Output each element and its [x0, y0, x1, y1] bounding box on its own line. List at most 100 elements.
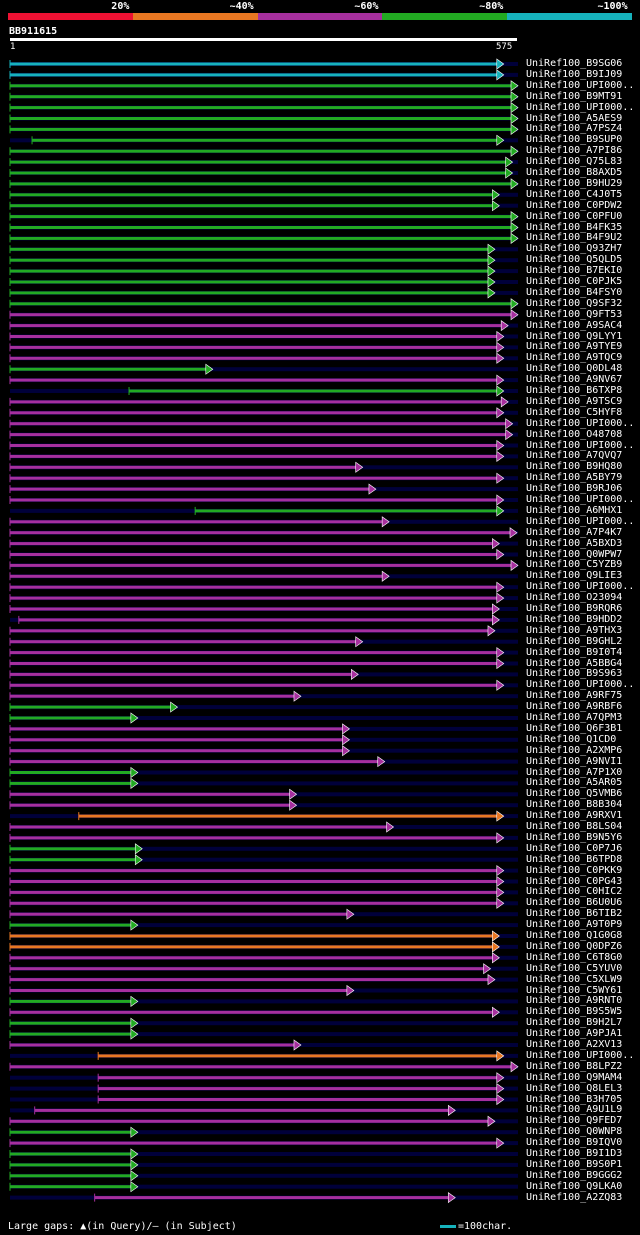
hit-label[interactable]: UniRef100_UPI000.. [526, 417, 635, 429]
hit-label[interactable]: UniRef100_B9GHL2 [526, 635, 623, 647]
hit-label[interactable]: UniRef100_B4FSY0 [526, 286, 623, 298]
hit-bar[interactable] [10, 781, 132, 785]
hit-label[interactable]: UniRef100_B8AXD5 [526, 167, 623, 178]
hit-label[interactable]: UniRef100_A9TSC9 [526, 395, 623, 407]
hit-label[interactable]: UniRef100_C4J0T5 [526, 188, 623, 200]
hit-label[interactable]: UniRef100_C5HYF8 [526, 406, 623, 418]
hit-bar[interactable] [10, 934, 494, 938]
hit-label[interactable]: UniRef100_Q1G0G8 [526, 930, 623, 941]
hit-bar[interactable] [10, 226, 512, 229]
hit-bar[interactable] [98, 1098, 498, 1101]
hit-label[interactable]: UniRef100_B9S0P1 [526, 1158, 623, 1170]
hit-bar[interactable] [10, 335, 498, 338]
hit-bar[interactable] [195, 509, 498, 513]
hit-label[interactable]: UniRef100_A5BXD3 [526, 537, 623, 549]
hit-label[interactable]: UniRef100_B7EKI0 [526, 265, 623, 277]
hit-bar[interactable] [10, 999, 132, 1003]
hit-label[interactable]: UniRef100_UPI000.. [526, 1049, 635, 1061]
hit-bar[interactable] [94, 1196, 450, 1200]
hit-label[interactable]: UniRef100_Q6F3B1 [526, 722, 623, 734]
hit-bar[interactable] [10, 258, 489, 262]
hit-label[interactable]: UniRef100_B9S5W5 [526, 1006, 623, 1018]
hit-label[interactable]: UniRef100_B9HDD2 [526, 613, 623, 625]
hit-label[interactable]: UniRef100_Q0WPW7 [526, 548, 623, 560]
hit-bar[interactable] [10, 880, 498, 883]
hit-bar[interactable] [10, 280, 489, 284]
hit-bar[interactable] [10, 84, 512, 88]
hit-label[interactable]: UniRef100_B3H705 [526, 1093, 623, 1105]
hit-label[interactable]: UniRef100_Q9LYY1 [526, 330, 623, 342]
hit-bar[interactable] [10, 95, 512, 99]
hit-label[interactable]: UniRef100_A9TQC9 [526, 352, 623, 364]
hit-bar[interactable] [10, 662, 498, 665]
hit-bar[interactable] [10, 106, 512, 110]
hit-bar[interactable] [10, 1152, 132, 1156]
hit-label[interactable]: UniRef100_A9TYE9 [526, 341, 623, 353]
hit-bar[interactable] [10, 738, 344, 742]
hit-label[interactable]: UniRef100_C5YUV0 [526, 962, 623, 974]
hit-label[interactable]: UniRef100_C0PFU0 [526, 210, 623, 222]
hit-label[interactable]: UniRef100_A7PSZ4 [526, 123, 623, 135]
hit-label[interactable]: UniRef100_Q9FT53 [526, 308, 623, 320]
hit-bar[interactable] [10, 825, 388, 829]
hit-bar[interactable] [32, 138, 498, 142]
hit-label[interactable]: UniRef100_C5WY61 [526, 984, 623, 996]
hit-bar[interactable] [10, 182, 512, 186]
hit-bar[interactable] [98, 1087, 498, 1091]
hit-label[interactable]: UniRef100_C0PDW2 [526, 199, 623, 211]
hit-label[interactable]: UniRef100_Q9LKA0 [526, 1180, 623, 1192]
hit-label[interactable]: UniRef100_Q0DL48 [526, 363, 623, 375]
hit-bar[interactable] [10, 204, 494, 208]
hit-bar[interactable] [10, 727, 344, 731]
hit-label[interactable]: UniRef100_A2XMP6 [526, 744, 623, 756]
hit-bar[interactable] [10, 596, 498, 600]
hit-label[interactable]: UniRef100_B8LPZ2 [526, 1060, 623, 1072]
hit-label[interactable]: UniRef100_Q1CD0 [526, 733, 617, 745]
hit-bar[interactable] [10, 956, 494, 960]
hit-label[interactable]: UniRef100_Q5VMB6 [526, 788, 623, 800]
hit-bar[interactable] [10, 454, 498, 458]
hit-bar[interactable] [10, 585, 498, 589]
hit-label[interactable]: UniRef100_Q9SF32 [526, 297, 623, 309]
hit-bar[interactable] [10, 672, 353, 676]
hit-bar[interactable] [10, 117, 512, 120]
hit-bar[interactable] [10, 367, 207, 371]
hit-bar[interactable] [10, 890, 498, 894]
hit-label[interactable]: UniRef100_C0PG43 [526, 875, 623, 887]
hit-bar[interactable] [10, 520, 384, 524]
hit-bar[interactable] [10, 563, 512, 567]
hit-label[interactable]: UniRef100_A9SAC4 [526, 319, 623, 331]
hit-bar[interactable] [10, 716, 132, 720]
hit-bar[interactable] [10, 498, 498, 502]
hit-label[interactable]: UniRef100_B6TXP8 [526, 385, 623, 396]
hit-label[interactable]: UniRef100_B9I1D3 [526, 1148, 623, 1159]
hit-label[interactable]: UniRef100_B9IJ09 [526, 68, 623, 80]
hit-bar[interactable] [10, 607, 494, 611]
hit-bar[interactable] [10, 345, 498, 349]
hit-label[interactable]: UniRef100_B4F9U2 [526, 232, 623, 244]
hit-label[interactable]: UniRef100_B9GGG2 [526, 1169, 623, 1181]
hit-label[interactable]: UniRef100_A2XV13 [526, 1039, 623, 1050]
hit-label[interactable]: UniRef100_UPI000.. [526, 101, 635, 113]
hit-bar[interactable] [129, 389, 498, 393]
hit-label[interactable]: UniRef100_B9N5Y6 [526, 831, 623, 843]
hit-bar[interactable] [10, 978, 489, 982]
hit-label[interactable]: UniRef100_A7P4K7 [526, 526, 623, 538]
hit-bar[interactable] [10, 400, 503, 404]
hit-bar[interactable] [10, 127, 512, 131]
hit-label[interactable]: UniRef100_A5AR05 [526, 777, 623, 789]
hit-label[interactable]: UniRef100_Q9MAM4 [526, 1071, 623, 1083]
hit-bar[interactable] [10, 901, 498, 905]
hit-label[interactable]: UniRef100_A9T0P9 [526, 919, 623, 931]
hit-bar[interactable] [10, 792, 291, 796]
hit-bar[interactable] [10, 1032, 132, 1036]
hit-bar[interactable] [10, 803, 291, 807]
hit-label[interactable]: UniRef100_B9I0T4 [526, 646, 623, 658]
hit-bar[interactable] [10, 193, 494, 197]
hit-label[interactable]: UniRef100_C0PKK9 [526, 864, 623, 876]
hit-bar[interactable] [10, 313, 512, 317]
hit-bar[interactable] [10, 324, 503, 328]
hit-bar[interactable] [34, 1108, 450, 1112]
hit-bar[interactable] [10, 912, 348, 916]
hit-bar[interactable] [10, 291, 489, 295]
